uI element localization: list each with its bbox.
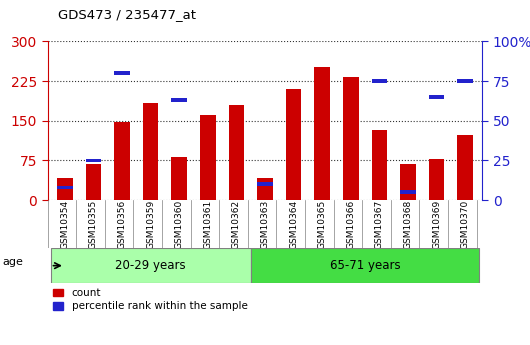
Bar (171, 157, 187, 200)
Bar (457, 79, 473, 83)
Bar (171, 98, 187, 102)
Bar (314, 67, 330, 200)
Legend: count, percentile rank within the sample: count, percentile rank within the sample (53, 288, 248, 311)
Text: GSM10360: GSM10360 (175, 200, 184, 249)
Bar (143, 0, 158, 3)
Text: GSM10365: GSM10365 (317, 200, 326, 249)
Bar (286, 89, 302, 200)
Bar (50, 248, 251, 283)
Bar (57, 178, 73, 200)
Bar (286, 8, 302, 11)
Bar (57, 186, 73, 189)
Text: 65-71 years: 65-71 years (330, 259, 400, 272)
Bar (429, 95, 445, 99)
Bar (200, 116, 216, 200)
Text: GSM10362: GSM10362 (232, 200, 241, 249)
Bar (429, 159, 445, 200)
Bar (228, 19, 244, 23)
Bar (457, 135, 473, 200)
Bar (372, 79, 387, 83)
Text: GSM10366: GSM10366 (346, 200, 355, 249)
Bar (343, 77, 359, 200)
Text: GSM10361: GSM10361 (204, 200, 213, 249)
Text: GSM10356: GSM10356 (118, 200, 127, 249)
Bar (400, 190, 416, 194)
Text: GSM10363: GSM10363 (261, 200, 269, 249)
Bar (257, 178, 273, 200)
Bar (257, 183, 273, 186)
Text: GSM10367: GSM10367 (375, 200, 384, 249)
Text: GSM10370: GSM10370 (461, 200, 470, 249)
Text: 20-29 years: 20-29 years (116, 259, 186, 272)
Text: age: age (3, 257, 23, 267)
Bar (114, 122, 130, 200)
Text: GSM10364: GSM10364 (289, 200, 298, 249)
Text: GSM10369: GSM10369 (432, 200, 441, 249)
Bar (114, 71, 130, 75)
Text: GSM10355: GSM10355 (89, 200, 98, 249)
Bar (200, 19, 216, 23)
Bar (372, 130, 387, 200)
Bar (228, 105, 244, 200)
Bar (143, 103, 158, 200)
Text: GSM10359: GSM10359 (146, 200, 155, 249)
Text: GDS473 / 235477_at: GDS473 / 235477_at (58, 8, 196, 21)
Bar (85, 159, 101, 162)
Text: GSM10354: GSM10354 (60, 200, 69, 249)
Bar (251, 248, 480, 283)
Bar (400, 164, 416, 200)
Bar (85, 164, 101, 200)
Text: GSM10368: GSM10368 (403, 200, 412, 249)
